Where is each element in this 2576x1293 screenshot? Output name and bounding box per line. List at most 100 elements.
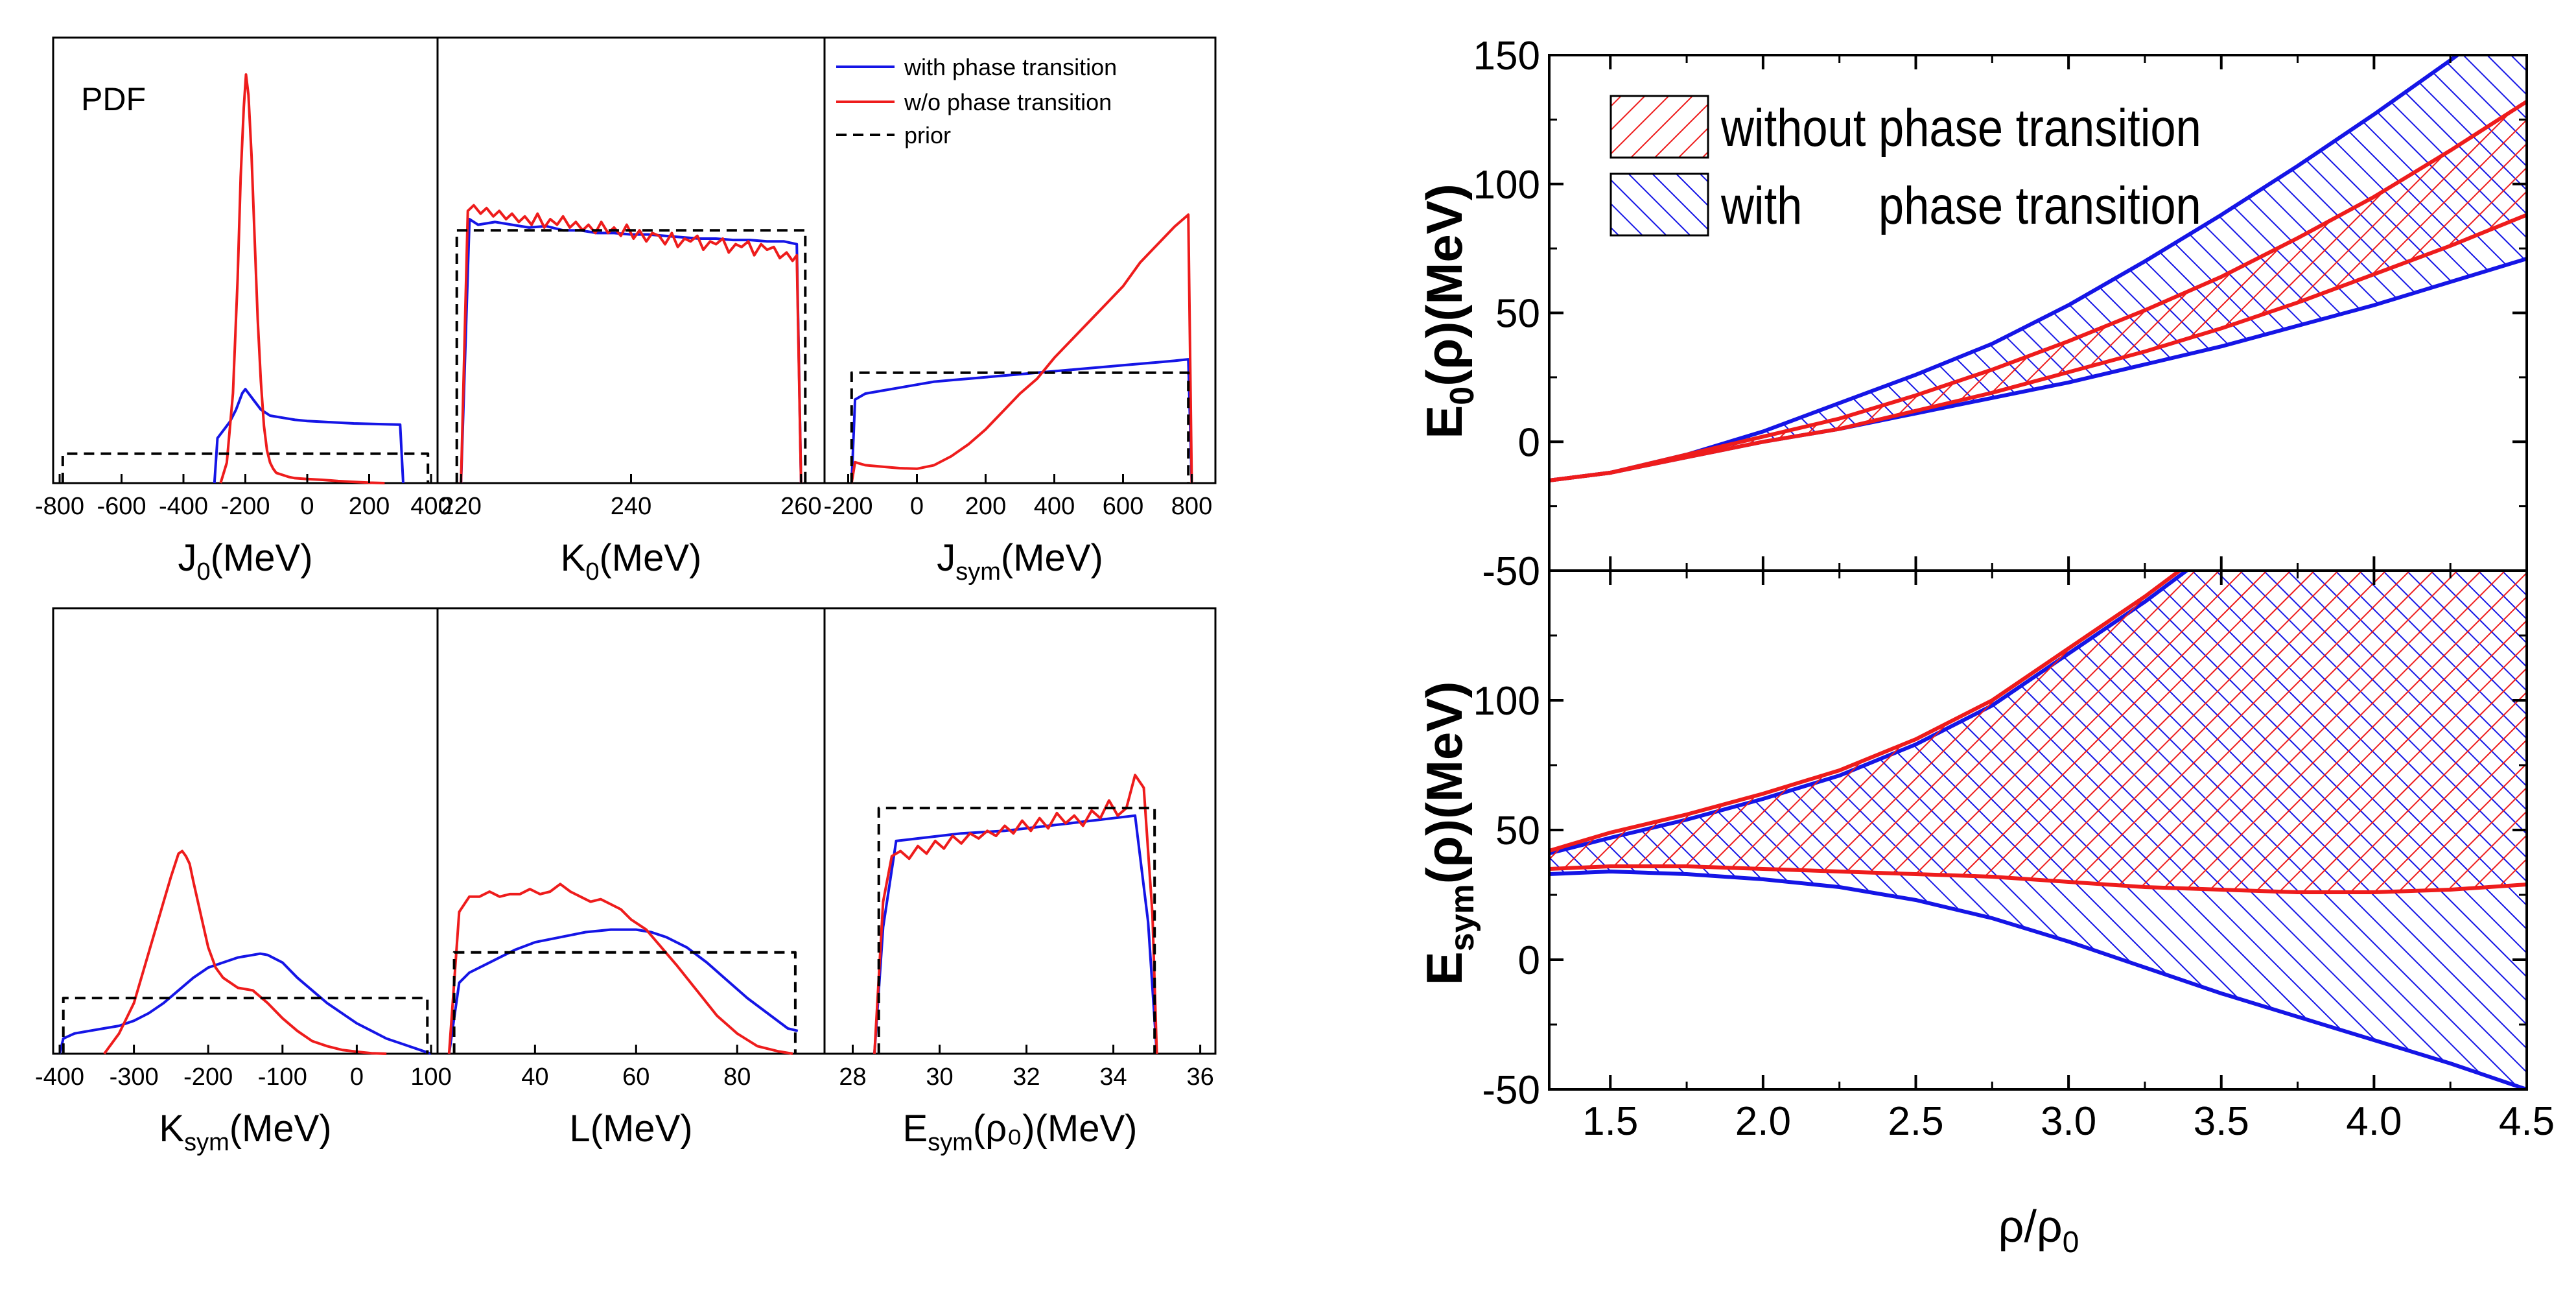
panel-Ksym: -400 -300 -200 -100 0 100 Ksym(MeV) [35, 849, 452, 1156]
x-tick-label: 200 [349, 493, 390, 520]
legend-prior-label: prior [904, 122, 951, 148]
legend-swatch-without [1610, 95, 1709, 159]
band-lower-edge [1549, 864, 2527, 894]
legend-with-label: with phase transition [904, 54, 1117, 80]
series-w-o-phase-transition [460, 204, 802, 484]
x-tick-label: -800 [35, 493, 84, 520]
legend-with-label: with phase transition [1720, 176, 2201, 235]
band-lower-edge [1549, 213, 2527, 482]
panel-L: 40 60 80 L(MeV) [447, 883, 799, 1150]
x-tick-label: 3.0 [2041, 1099, 2096, 1144]
x-tick-label: 240 [611, 493, 651, 520]
x-axis-label: K0(MeV) [561, 537, 702, 586]
x-tick-label: 32 [1013, 1063, 1040, 1091]
series-prior [850, 371, 1190, 483]
x-tick-label: 220 [441, 493, 482, 520]
y-tick-label: 100 [1473, 163, 1540, 208]
x-tick-label: 100 [410, 1063, 451, 1091]
x-tick-label: 80 [723, 1063, 751, 1091]
x-tick-label: 60 [622, 1063, 650, 1091]
panel-frame-top [52, 36, 1217, 484]
panel-K0: 220 240 260 K0(MeV) [441, 204, 821, 586]
series-prior [877, 807, 1156, 1054]
band-fill [1549, 571, 2527, 892]
y-tick-label: -50 [1482, 549, 1540, 594]
x-tick-label: 40 [521, 1063, 548, 1091]
panel-Jsym: -200 0 200 400 600 800 Jsym(MeV) [823, 213, 1212, 586]
x-tick-label: 28 [839, 1063, 866, 1091]
x-axis-label: L(MeV) [569, 1108, 692, 1150]
x-tick-label: 34 [1099, 1063, 1127, 1091]
series-w-o-phase-transition [219, 73, 385, 484]
y-axis-label-E0: E0(ρ)(MeV) [1416, 184, 1481, 439]
x-tick-label: 200 [965, 493, 1006, 520]
x-tick-label: -200 [183, 1063, 233, 1091]
x-axis-label-rho: ρ/ρ0 [1998, 1201, 2079, 1259]
panel-Esym: 28 30 32 34 36 Esym(ρ₀)(MeV) [839, 774, 1214, 1156]
y-tick-label: 0 [1518, 420, 1540, 465]
x-tick-label: 1.5 [1582, 1099, 1638, 1144]
band-lower-edge [1549, 869, 2527, 1089]
x-tick-label: -300 [110, 1063, 159, 1091]
right-panels: -50 0 50 100 150 -50 0 50 100 1.5 2.0 2.5 3.0 3.5 4.0 4… [1416, 34, 2555, 1259]
x-tick-label: 30 [926, 1063, 953, 1091]
series-prior [455, 229, 807, 483]
series-prior [452, 951, 797, 1054]
y-tick-label: 100 [1473, 679, 1540, 724]
y-tick-label: 150 [1473, 34, 1540, 78]
x-axis-label: Jsym(MeV) [937, 537, 1103, 586]
x-tick-label: 36 [1186, 1063, 1213, 1091]
band-axes: -50 0 50 100 150 -50 0 50 100 1.5 2.0 2.5 3.0 3.5 4.0 4… [1416, 34, 2555, 1259]
series-w-o-phase-transition [103, 849, 387, 1055]
y-tick-label: 0 [1518, 938, 1540, 983]
series-prior [62, 997, 429, 1054]
x-tick-label: 0 [350, 1063, 364, 1091]
y-axis-label-Esym: Esym(ρ)(MeV) [1416, 682, 1481, 986]
x-tick-label: -200 [220, 493, 270, 520]
x-axis-label: Ksym(MeV) [159, 1108, 331, 1156]
x-tick-label: -400 [159, 493, 208, 520]
x-tick-label: 2.0 [1735, 1099, 1791, 1144]
y-tick-label: 50 [1495, 809, 1540, 853]
x-tick-label: 600 [1103, 493, 1143, 520]
x-tick-label: -400 [35, 1063, 84, 1091]
legend-without-label: w/o phase transition [904, 89, 1112, 115]
series-with-phase-transition [213, 388, 404, 484]
series-with-phase-transition [873, 814, 1158, 1054]
series-with-phase-transition [850, 358, 1193, 484]
x-tick-label: 260 [780, 493, 821, 520]
x-tick-label: -600 [97, 493, 146, 520]
band-plot-E0 [1549, 55, 2527, 482]
x-axis-label: Esym(ρ₀)(MeV) [903, 1108, 1138, 1156]
x-tick-label: 0 [300, 493, 314, 520]
y-tick-label: -50 [1482, 1068, 1540, 1113]
x-tick-label: -200 [823, 493, 872, 520]
x-axis-label: J0(MeV) [178, 537, 312, 586]
series-with-phase-transition [460, 218, 802, 484]
y-tick-label: 50 [1495, 292, 1540, 337]
band-plot-Esym [1549, 571, 2527, 1089]
band-upper-edge [1549, 100, 2527, 482]
right-legend: without phase transition with phase tran… [1610, 95, 2201, 237]
series-with-phase-transition [58, 952, 432, 1055]
pdf-label: PDF [81, 81, 146, 117]
x-tick-label: 3.5 [2194, 1099, 2249, 1144]
x-tick-label: 4.5 [2499, 1099, 2555, 1144]
x-tick-label: 2.5 [1888, 1099, 1943, 1144]
series-w-o-phase-transition [850, 213, 1193, 484]
panel-frame-bottom [52, 607, 1217, 1055]
legend-swatch-with [1610, 172, 1709, 237]
x-tick-label: 400 [410, 493, 451, 520]
series-prior [61, 452, 430, 483]
series-w-o-phase-transition [447, 883, 793, 1055]
x-tick-label: -100 [258, 1063, 307, 1091]
legend-without-label: without phase transition [1720, 99, 2201, 158]
series-with-phase-transition [447, 928, 799, 1054]
x-tick-label: 400 [1034, 493, 1075, 520]
x-tick-label: 800 [1171, 493, 1212, 520]
band-upper-edge [1549, 571, 2183, 853]
x-tick-label: 0 [910, 493, 924, 520]
left-legend: with phase transition w/o phase transiti… [836, 54, 1117, 148]
